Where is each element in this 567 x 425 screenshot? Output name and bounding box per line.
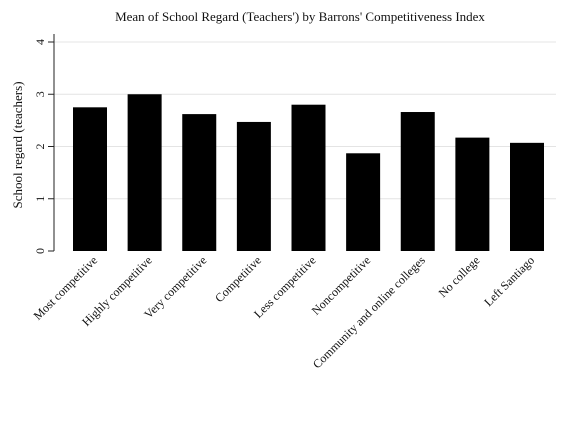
bar [182, 114, 217, 251]
bar [291, 104, 326, 251]
category-label: Left Santiago [481, 253, 537, 309]
y-tick-label: 0 [33, 248, 47, 254]
bar [73, 107, 107, 251]
y-tick-label: 3 [33, 91, 47, 97]
category-label: Community and online colleges [310, 253, 428, 371]
bar [346, 153, 381, 251]
category-label: No college [436, 253, 483, 300]
category-label: Competitive [212, 253, 264, 305]
y-axis-label: School regard (teachers) [10, 81, 25, 208]
y-axis [48, 34, 55, 252]
y-tick-label: 1 [33, 196, 47, 202]
y-tick-labels: 0 1 2 3 4 [33, 39, 47, 254]
y-tick-label: 4 [33, 39, 47, 45]
bar [400, 112, 435, 251]
bar [510, 142, 544, 251]
bar [455, 137, 490, 251]
bars [73, 94, 544, 251]
bar [236, 121, 271, 251]
chart-title: Mean of School Regard (Teachers') by Bar… [115, 9, 485, 24]
bar [127, 94, 162, 251]
y-tick-label: 2 [33, 144, 47, 150]
